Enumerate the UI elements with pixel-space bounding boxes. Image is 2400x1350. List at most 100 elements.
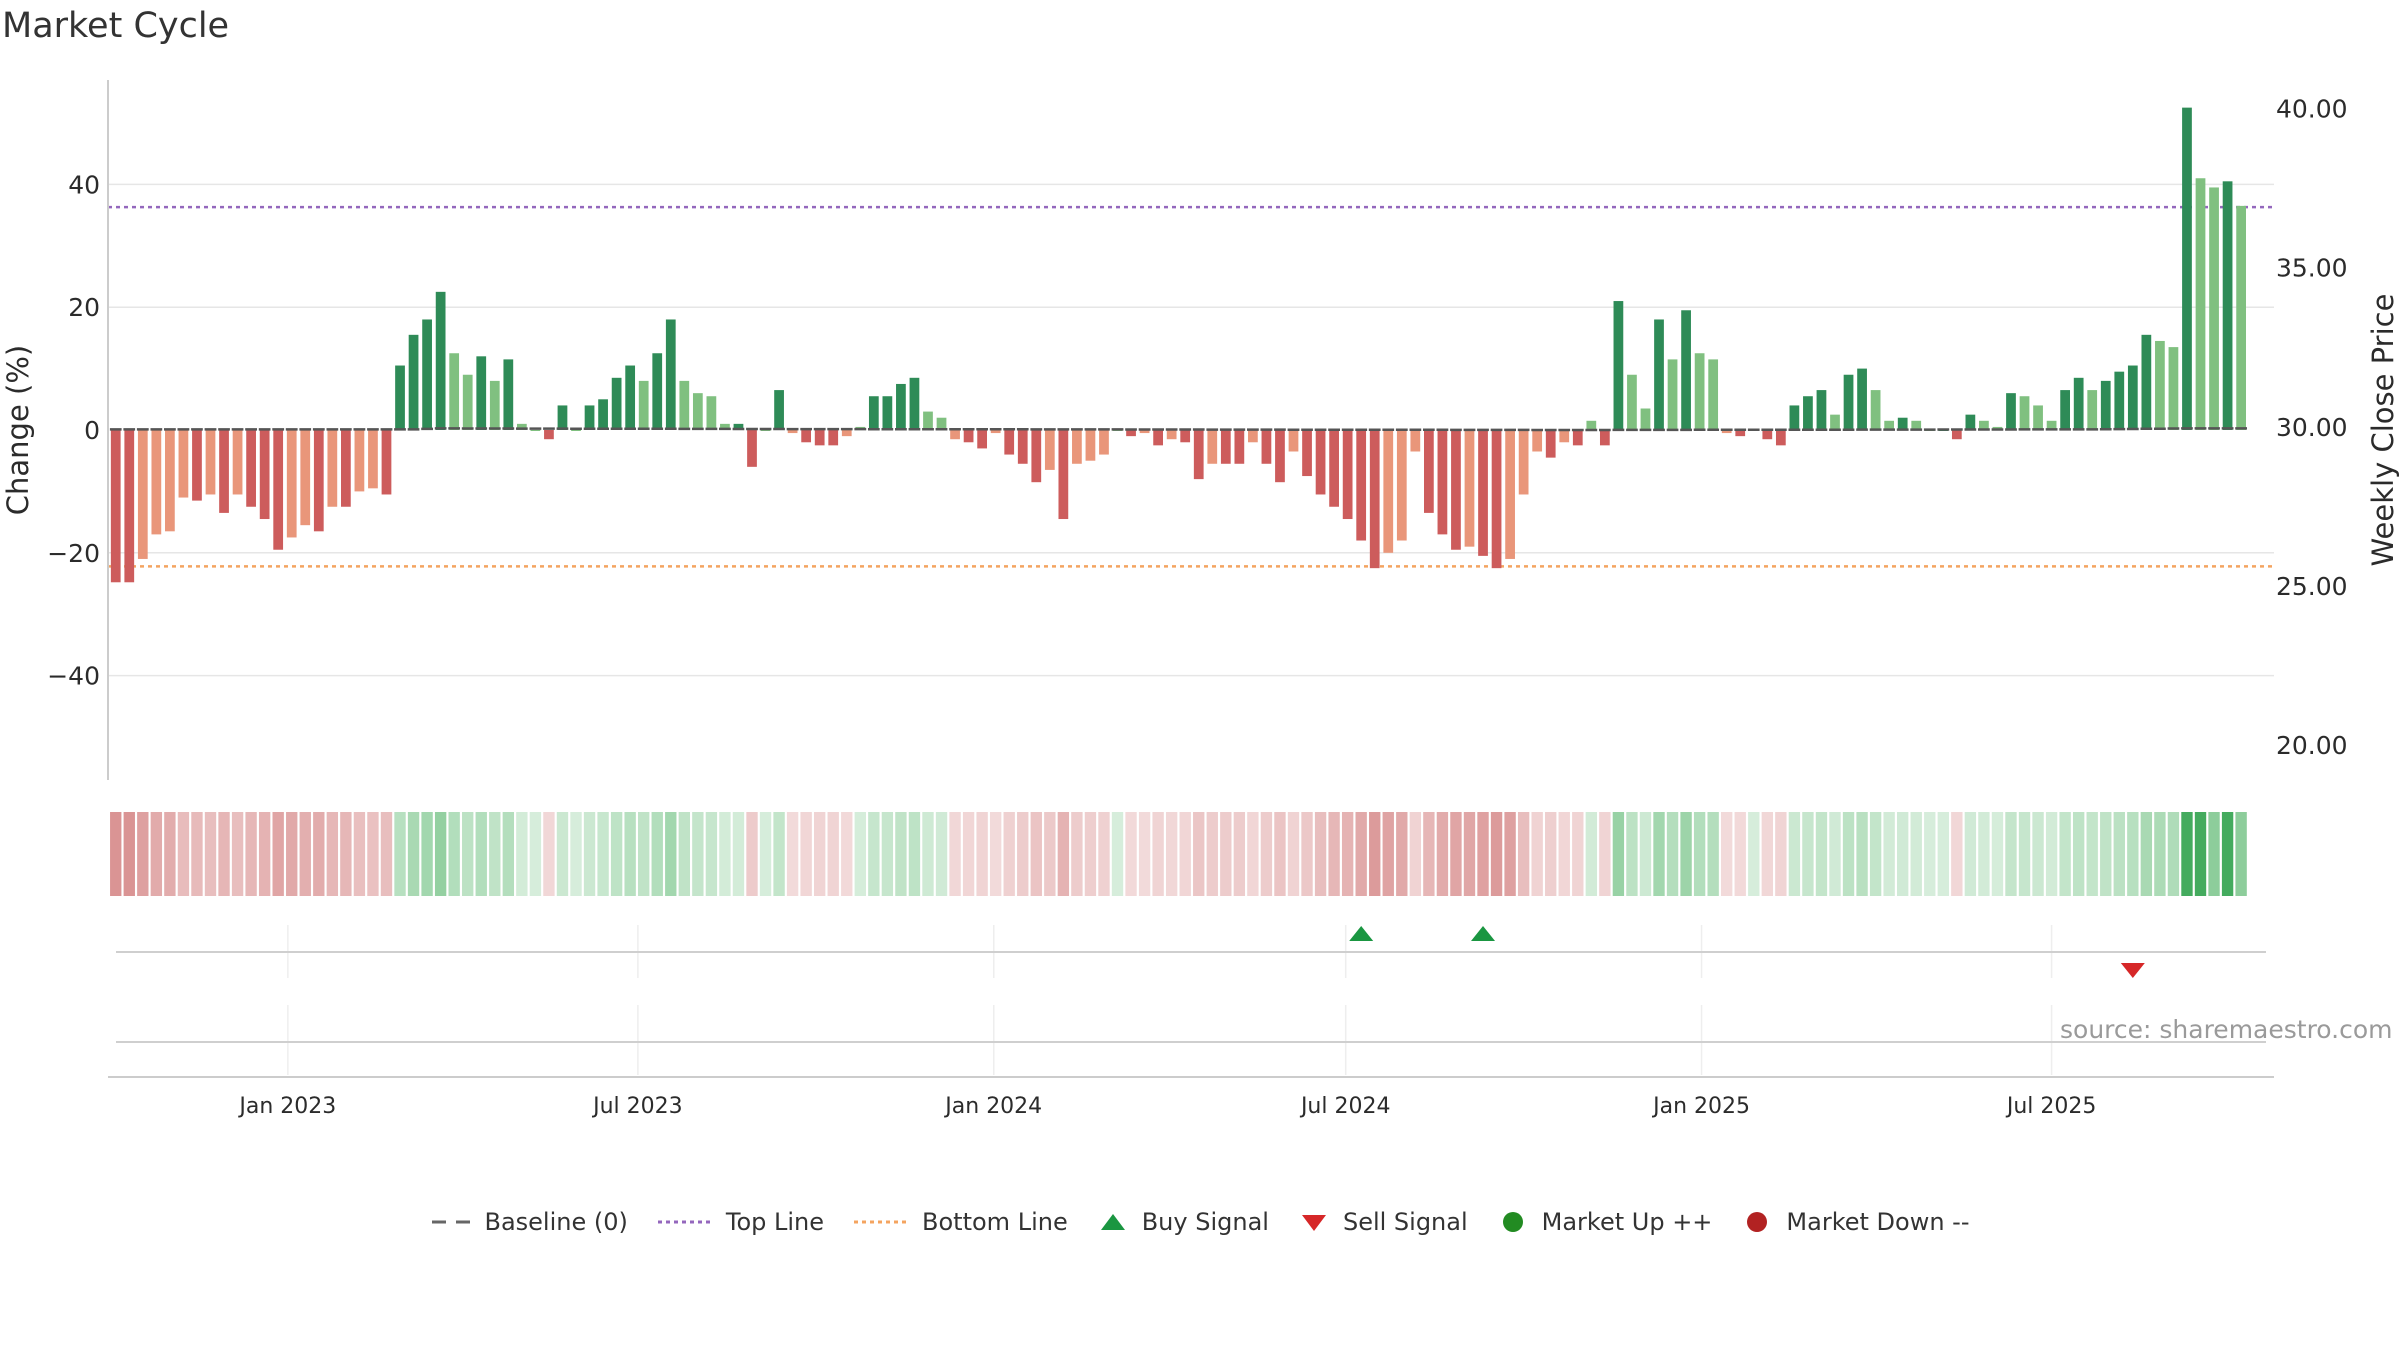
heat-cell: [1477, 812, 1489, 896]
heat-cell: [556, 812, 569, 896]
bar: [1911, 420, 1922, 430]
heat-cell: [434, 812, 447, 896]
heat-cell: [299, 812, 311, 896]
bar: [2168, 347, 2179, 430]
heat-cell: [1937, 812, 1949, 896]
bar: [2195, 178, 2206, 430]
x-tick-label: Jan 2024: [943, 1094, 1042, 1119]
legend-label: Baseline (0): [484, 1208, 628, 1236]
bar: [1288, 430, 1299, 452]
heat-cell: [1206, 812, 1218, 896]
bar: [259, 430, 270, 520]
bar: [1342, 430, 1353, 520]
heat-cell: [800, 812, 812, 896]
heat-cell: [2045, 812, 2058, 896]
heat-cell: [2154, 812, 2166, 896]
bar: [1816, 390, 1827, 430]
bar: [720, 423, 730, 430]
bar: [1423, 430, 1434, 513]
bar: [1139, 430, 1150, 434]
bar: [1803, 396, 1813, 430]
bottom-legend-swatch: [854, 1220, 909, 1224]
heat-cell: [1842, 812, 1855, 896]
bar: [896, 383, 906, 430]
heat-cell: [272, 812, 284, 896]
bar: [625, 365, 636, 430]
bar: [1681, 310, 1691, 430]
bar: [1951, 430, 1962, 440]
heat-cell: [1680, 812, 1692, 896]
heat-cell: [258, 812, 271, 896]
bar: [936, 417, 947, 430]
heat-cell: [2140, 812, 2153, 896]
heat-cell: [732, 812, 745, 896]
baseline-legend-swatch: [432, 1220, 471, 1224]
heat-cell: [1626, 812, 1638, 896]
heat-cell: [813, 812, 826, 896]
heat-cell: [1098, 812, 1110, 896]
heat-cell: [2072, 812, 2085, 896]
bar: [1072, 430, 1082, 464]
bar: [1843, 374, 1854, 430]
heat-cell: [204, 812, 217, 896]
bar: [1586, 420, 1597, 430]
bar: [1464, 430, 1475, 547]
heat-cell: [1707, 812, 1719, 896]
heat-cell: [1125, 812, 1137, 896]
heat-cell: [1897, 812, 1909, 896]
bar: [1275, 430, 1285, 483]
bar: [1667, 359, 1678, 430]
bar: [1775, 430, 1786, 446]
heat-cell: [2235, 812, 2247, 896]
heat-cell: [922, 812, 934, 896]
heat-cell: [1138, 812, 1151, 896]
legend-item-baseline: Baseline (0): [430, 1208, 628, 1236]
bar: [977, 430, 988, 449]
buy-signal-marker: [1349, 926, 1374, 941]
heat-cell: [868, 812, 880, 896]
heat-cell: [624, 812, 636, 896]
heat-cell: [1490, 812, 1503, 896]
heat-cell: [2208, 812, 2220, 896]
heat-cell: [759, 812, 772, 896]
bar: [476, 356, 487, 430]
heat-cell: [1463, 812, 1476, 896]
bar: [2073, 377, 2084, 430]
grid-lines: [108, 183, 2274, 677]
bar: [950, 430, 960, 440]
bar: [2127, 365, 2138, 430]
bar: [1220, 430, 1231, 464]
bar: [354, 430, 365, 492]
heat-cell: [1829, 812, 1841, 896]
heat-cell: [597, 812, 609, 896]
bar: [151, 430, 162, 535]
heat-cell: [1653, 812, 1665, 896]
bar: [1965, 414, 1976, 430]
heat-cell: [529, 812, 542, 896]
heat-cell: [1017, 812, 1029, 896]
bar: [692, 393, 703, 430]
heat-cell: [1274, 812, 1286, 896]
bar: [1572, 430, 1583, 446]
bar: [368, 430, 378, 489]
bar: [1410, 430, 1421, 452]
heat-cell: [976, 812, 988, 896]
bar: [2046, 420, 2057, 430]
up-legend-swatch: [1502, 1212, 1523, 1232]
heat-cell: [962, 812, 975, 896]
price-series: [109, 427, 2247, 432]
bar: [408, 334, 419, 430]
heat-cell: [1369, 812, 1381, 896]
heat-cell: [2086, 812, 2098, 896]
bar: [1613, 301, 1624, 430]
heat-cell: [231, 812, 244, 896]
heat-cell: [1396, 812, 1408, 896]
bar: [273, 430, 284, 550]
bar: [1559, 430, 1570, 443]
bar: [381, 430, 392, 495]
heat-cell: [773, 812, 785, 896]
heat-cell: [1504, 812, 1516, 896]
heat-cell: [367, 812, 379, 896]
heat-cell: [2005, 812, 2017, 896]
